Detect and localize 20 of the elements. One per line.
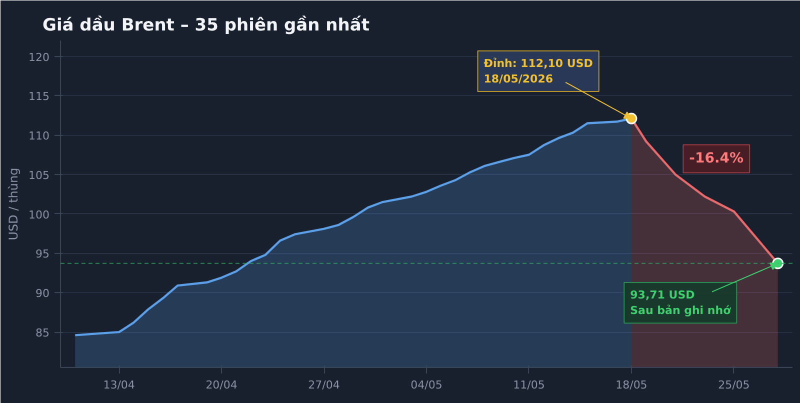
y-tick-label: 120	[28, 50, 50, 64]
annotation: 93,71 USD Sau bản ghi nhớ	[630, 288, 732, 318]
y-tick-label: 90	[36, 287, 50, 300]
y-tick-label: 100	[28, 208, 50, 222]
x-tick-label: 20/04	[206, 378, 238, 392]
x-tick-label: 25/05	[718, 378, 750, 392]
y-tick-label: 105	[28, 168, 50, 182]
y-tick-label: 85	[36, 326, 50, 340]
chart-title: Giá dầu Brent – 35 phiên gần nhất	[42, 16, 370, 36]
y-axis-title: USD / thùng	[6, 168, 21, 240]
x-tick-label: 11/05	[513, 378, 545, 392]
annotation: -16.4%	[689, 150, 744, 167]
annotation: Đỉnh: 112,10 USD 18/05/2026	[484, 56, 593, 86]
x-tick-label: 04/05	[410, 378, 442, 392]
y-tick-label: 110	[28, 130, 50, 143]
x-tick-label: 18/05	[616, 378, 648, 392]
x-tick-label: 13/04	[103, 378, 135, 392]
x-tick-label: 27/04	[308, 378, 340, 392]
y-tick-label: 115	[28, 90, 50, 104]
y-tick-label: 95	[36, 248, 50, 261]
